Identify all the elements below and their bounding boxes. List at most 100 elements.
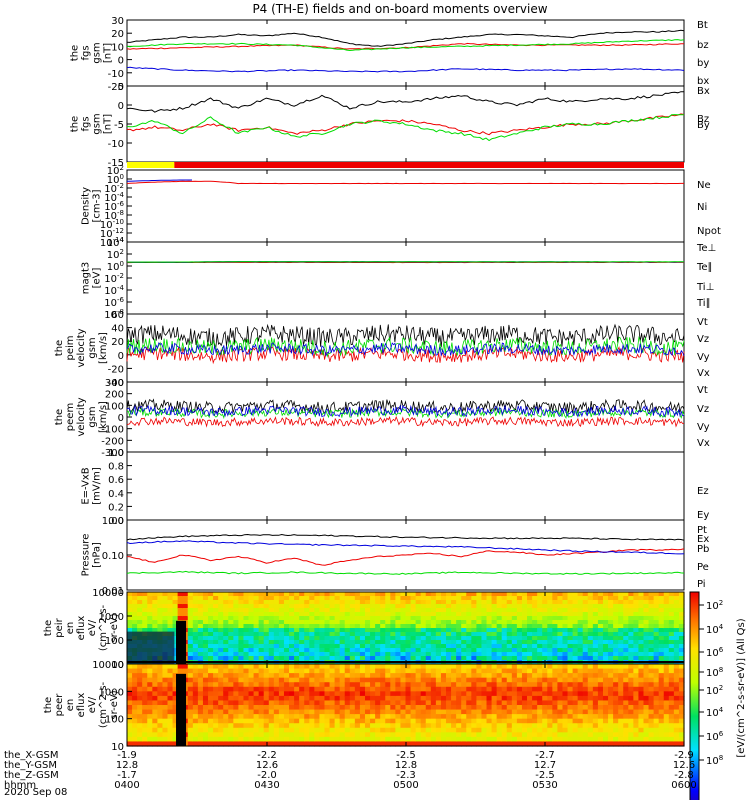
spec-cell [157,624,164,629]
spec-cell [208,648,214,653]
spec-cell [197,727,204,733]
spec-cell [208,682,214,688]
spec-cell [349,640,356,645]
spec-cell [157,705,164,711]
spec-cell [658,628,665,633]
spec-cell [238,682,245,688]
spec-cell [127,604,133,609]
spec-cell [202,612,209,617]
spec-cell [430,673,437,679]
spec-cell [334,608,341,613]
spec-cell [537,624,543,629]
spec-cell [208,700,214,706]
spec-cell [152,624,158,629]
spec-cell [663,624,670,629]
spec-cell [456,664,462,670]
spec-cell [547,686,553,692]
spec-cell [562,686,569,692]
spec-cell [491,723,498,729]
spec-cell [501,640,508,645]
spec-cell [334,640,341,645]
spec-cell [380,732,386,738]
spec-cell [440,714,447,720]
spec-cell [142,628,148,633]
spec-cell [491,656,498,661]
spec-cell [678,612,685,617]
spec-cell [177,592,184,597]
spec-cell [304,727,310,733]
spec-cell [248,592,255,597]
spec-cell [370,723,376,729]
spec-cell [127,718,133,724]
spec-cell [400,741,407,747]
spec-cell [592,691,599,697]
spec-cell [147,700,153,706]
spec-cell [532,732,538,738]
spec-cell [192,636,199,641]
spec-cell [370,616,376,621]
spec-cell [142,682,148,688]
spec-cell [628,714,634,720]
spec-cell [273,686,280,692]
spec-cell [628,686,634,692]
spec-cell [349,668,356,674]
spec-cell [142,736,148,743]
spec-cell [243,624,250,629]
spec-cell [461,596,467,601]
spec-cell [577,682,584,688]
series-line-bz [126,42,684,50]
spec-cell [653,741,660,747]
spec-cell [314,677,321,683]
spec-cell [456,620,462,625]
series-line-By [126,114,685,142]
spec-cell [435,640,442,645]
spec-cell [521,624,528,629]
spec-cell [223,718,229,724]
spec-cell [678,673,685,679]
spec-cell [663,644,670,649]
spec-cell [435,628,442,633]
spec-cell [223,691,229,697]
spec-cell [516,723,523,729]
spec-cell [278,616,285,621]
spec-cell [370,620,376,625]
spec-cell [532,723,538,729]
spec-cell [213,648,219,653]
spec-cell [511,691,518,697]
spec-cell [370,652,376,657]
spec-cell [152,668,158,674]
spec-cell [527,632,533,637]
spec-cell [289,691,295,697]
spec-cell [597,628,604,633]
spec-cell [248,596,255,601]
y-axis-label: eV/ [87,696,98,713]
spec-cell [273,608,280,613]
spec-cell [182,616,189,621]
spec-cell [516,736,523,743]
spec-cell [511,628,518,633]
spec-cell [354,709,361,715]
spec-cell [527,656,533,661]
spec-cell [663,709,670,715]
spec-cell [344,736,351,743]
spec-cell [582,640,589,645]
footer-value: 12.8 [395,760,417,771]
spec-cell [334,644,341,649]
spec-cell [572,608,579,613]
spec-cell [395,640,402,645]
spec-cell [334,714,341,720]
spec-cell [167,736,174,743]
spec-cell [172,732,179,738]
y-axis-label: en [65,622,76,635]
spec-cell [278,640,285,645]
spec-cell [476,695,483,702]
spec-cell [258,686,265,692]
spec-cell [420,736,427,743]
spec-cell [577,695,584,702]
spec-cell [349,700,356,706]
spec-cell [415,714,422,720]
spec-cell [339,620,346,625]
spec-cell [678,691,685,697]
spec-cell [172,636,179,641]
spec-cell [592,677,599,683]
